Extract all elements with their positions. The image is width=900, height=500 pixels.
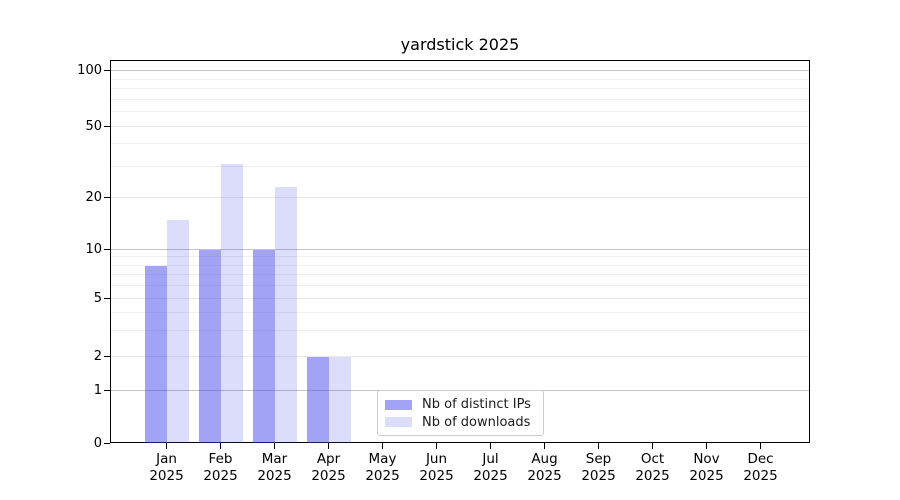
bar-downloads [274,187,297,443]
x-axis-tick [706,443,708,449]
bar-downloads [220,164,243,443]
gridline-minor [111,264,809,266]
gridline-minor [111,165,809,167]
y-axis-tick-label: 5 [93,291,102,307]
plot-area: 0 1 2 5 10 20 50 100 Jan 2025 Feb 2025 Mar 2025 Apr 202… [77,60,810,484]
y-axis-tick [104,70,110,72]
gridline-major [111,298,809,299]
gridline-major [111,356,809,357]
y-axis-tick-label: 50 [85,119,102,135]
gridline-major [111,126,809,127]
legend-row-downloads: Nb of downloads [385,415,535,430]
gridline-major [111,70,809,71]
x-axis-tick-label: Apr 2025 [311,451,346,484]
y-axis-tick [104,443,110,445]
gridline-major [111,197,809,198]
bar-distinct-ips [306,357,329,443]
y-axis-tick-label: 0 [93,436,102,452]
x-axis-tick [760,443,762,449]
gridline-minor [111,330,809,332]
gridline-minor [111,143,809,145]
gridline-minor [111,285,809,287]
gridline-minor [111,111,809,113]
x-axis-tick-label: Jul 2025 [473,451,508,484]
y-axis-tick [104,298,110,300]
x-axis-tick [652,443,654,449]
legend-label-distinct-ips: Nb of distinct IPs [422,397,531,413]
bar-distinct-ips [198,250,221,443]
x-axis-tick-label: Sep 2025 [581,451,616,484]
legend-swatch-distinct-ips [385,399,412,410]
x-axis-tick [490,443,492,449]
x-axis-tick [220,443,222,449]
legend-row-distinct-ips: Nb of distinct IPs [385,397,535,412]
y-axis-tick [104,390,110,392]
gridline-minor [111,312,809,314]
bar-distinct-ips [144,265,167,443]
y-axis-tick [104,249,110,251]
legend: Nb of distinct IPs Nb of downloads [377,390,544,436]
x-axis-tick-label: Nov 2025 [689,451,724,484]
y-axis-tick [104,197,110,199]
bar-distinct-ips [252,250,275,443]
y-axis-tick [104,126,110,128]
legend-swatch-downloads [385,417,412,428]
chart-title: yardstick 2025 [400,35,520,54]
x-axis-tick [166,443,168,449]
x-axis-tick [328,443,330,449]
y-axis-tick-label: 100 [77,63,102,79]
gridline-minor [111,256,809,258]
gridline-minor [111,274,809,276]
y-axis-tick-label: 1 [93,383,102,399]
x-axis-tick-label: Mar 2025 [257,451,292,484]
bar-downloads [328,357,351,443]
x-axis-tick-label: Jun 2025 [419,451,454,484]
y-axis-tick-label: 2 [93,349,102,365]
x-axis-tick-label: May 2025 [365,451,400,484]
x-axis-tick [274,443,276,449]
legend-label-downloads: Nb of downloads [422,414,531,430]
gridline-minor [111,98,809,100]
x-axis-tick [436,443,438,449]
x-axis-tick-label: Feb 2025 [203,451,238,484]
x-axis-tick [382,443,384,449]
gridline-minor [111,88,809,90]
x-axis-tick-label: Jan 2025 [149,451,184,484]
x-axis-tick-label: Dec 2025 [743,451,778,484]
y-axis-tick-label: 20 [85,190,102,206]
bar-downloads [166,219,189,443]
y-axis-tick-label: 10 [85,242,102,258]
x-axis-tick [544,443,546,449]
x-axis-tick-label: Aug 2025 [527,451,562,484]
gridline-minor [111,78,809,80]
gridline-major [111,249,809,250]
x-axis-tick-label: Oct 2025 [635,451,670,484]
x-axis-tick [598,443,600,449]
y-axis-tick [104,356,110,358]
